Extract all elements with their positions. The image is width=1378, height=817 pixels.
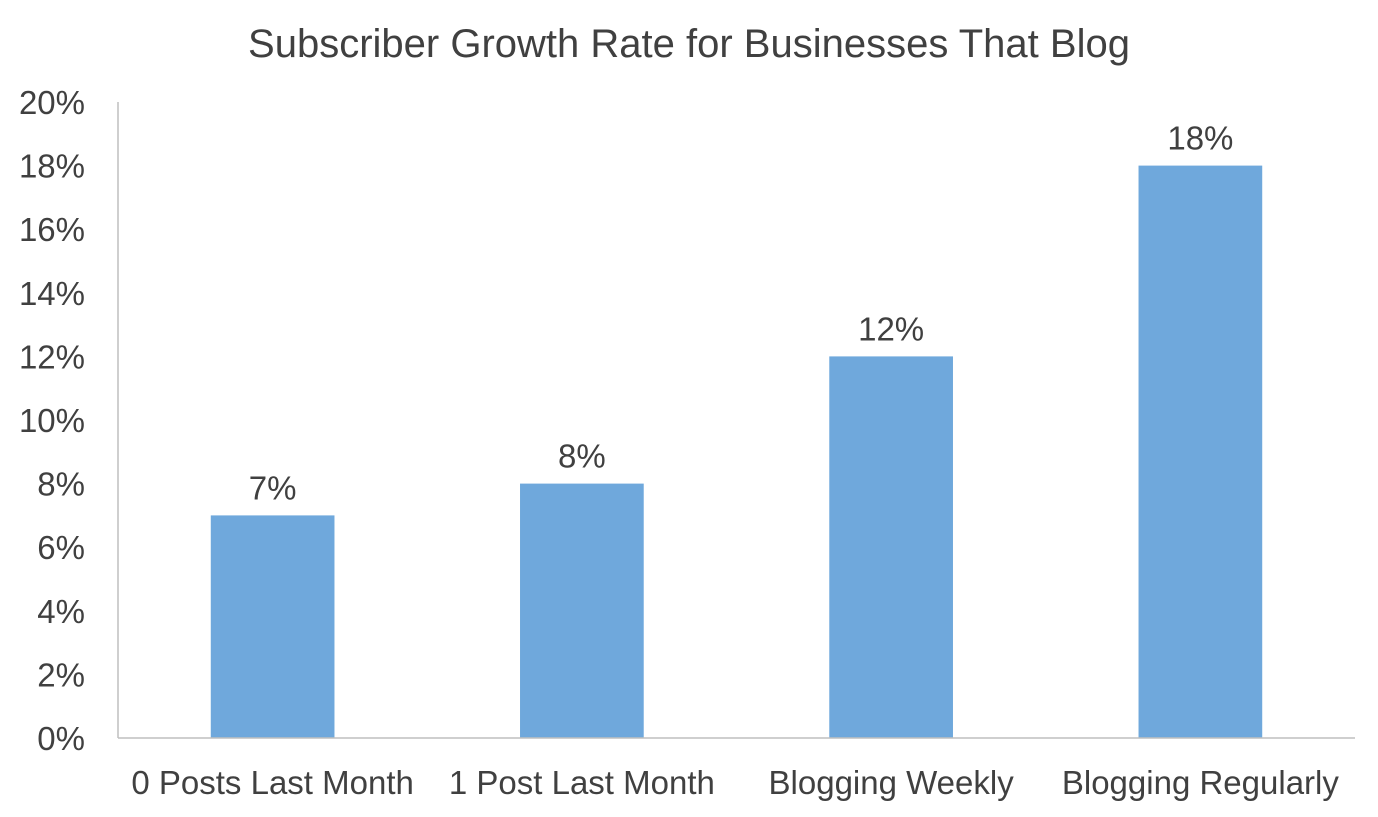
y-tick-label: 2% — [37, 656, 85, 693]
y-tick-label: 10% — [19, 402, 85, 439]
y-tick-label: 4% — [37, 593, 85, 630]
y-tick-label: 12% — [19, 338, 85, 375]
y-axis-ticks: 0% 2% 4% 6% 8% 10% 12% 14% 16% 18% 20% — [19, 84, 85, 757]
bar — [829, 356, 953, 738]
data-label: 12% — [858, 310, 924, 347]
bar — [210, 515, 335, 738]
x-axis-labels: 0 Posts Last Month 1 Post Last Month Blogg… — [131, 764, 1339, 801]
data-label: 8% — [558, 438, 606, 475]
chart-title: Subscriber Growth Rate for Businesses Th… — [248, 22, 1130, 66]
x-category-label: 0 Posts Last Month — [131, 764, 413, 801]
data-label: 18% — [1167, 120, 1233, 157]
data-labels: 7% 8% 12% 18% — [249, 120, 1234, 507]
x-category-label: Blogging Regularly — [1062, 764, 1340, 801]
y-tick-label: 16% — [19, 211, 85, 248]
y-tick-label: 14% — [19, 275, 85, 312]
x-category-label: 1 Post Last Month — [449, 764, 715, 801]
y-tick-label: 20% — [19, 84, 85, 121]
bar — [1138, 165, 1263, 739]
x-category-label: Blogging Weekly — [769, 764, 1015, 801]
y-tick-label: 6% — [37, 529, 85, 566]
y-tick-label: 0% — [37, 720, 85, 757]
data-label: 7% — [249, 469, 297, 506]
bar — [520, 483, 644, 738]
bar-series — [210, 165, 1263, 739]
y-tick-label: 8% — [37, 466, 85, 503]
y-tick-label: 18% — [19, 148, 85, 185]
